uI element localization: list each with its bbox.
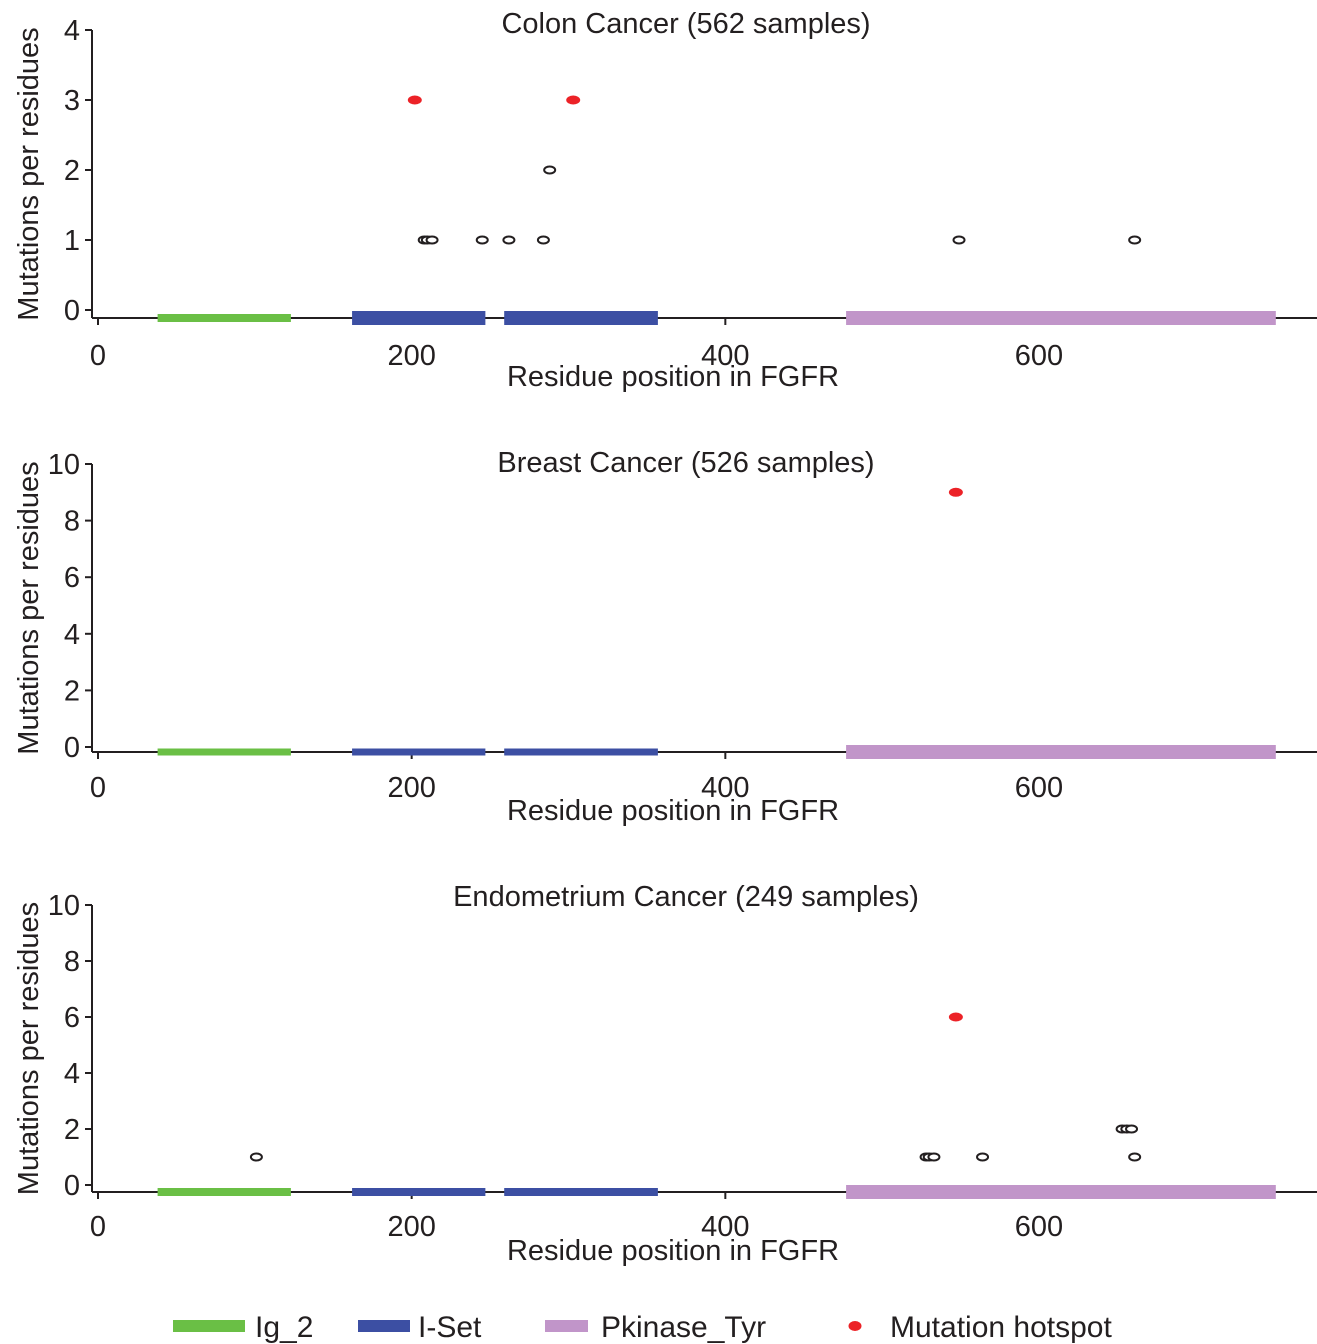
mutation-point — [475, 235, 489, 245]
legend-label: Mutation hotspot — [890, 1311, 1112, 1344]
domain-bar-ig-2 — [157, 314, 291, 322]
mutation-hotspot-point — [566, 95, 581, 105]
domain-bar-pkinase-tyr — [846, 745, 1276, 759]
domain-bar-ig-2 — [157, 748, 291, 756]
mutation-point — [536, 235, 550, 245]
mutation-hotspot-point — [948, 1012, 963, 1022]
panel-3: Endometrium Cancer (249 samples) 0 2 4 6 8 10 0… — [13, 881, 1317, 1267]
panel-title: Endometrium Cancer (249 samples) — [453, 881, 919, 913]
y-tick-label: 4 — [64, 1058, 80, 1090]
legend-swatch — [173, 1320, 245, 1332]
x-tick-label: 0 — [90, 1211, 106, 1243]
y-tick-label: 8 — [64, 506, 80, 538]
y-axis-label: Mutations per residues — [13, 27, 45, 320]
mutation-point — [1125, 1124, 1139, 1134]
y-tick-label: 0 — [64, 295, 80, 327]
domain-bar-i-set — [352, 748, 486, 756]
mutation-point — [249, 1152, 263, 1162]
x-tick-label: 600 — [1015, 772, 1063, 804]
domain-bar-pkinase-tyr — [846, 311, 1276, 325]
x-tick-label: 0 — [90, 340, 106, 372]
x-tick-label: 200 — [387, 772, 435, 804]
x-tick-label: 0 — [90, 772, 106, 804]
chart-legend: Ig_2 I-Set Pkinase_Tyr Mutation hotspot — [173, 1311, 1112, 1344]
y-tick-label: 6 — [64, 1002, 80, 1034]
mutation-point — [1128, 235, 1142, 245]
y-tick-label: 10 — [48, 890, 80, 922]
panel-title: Breast Cancer (526 samples) — [497, 447, 874, 479]
mutation-hotspot-point — [407, 95, 422, 105]
domain-bar-i-set — [504, 748, 658, 756]
domain-bar-i-set — [352, 311, 486, 325]
x-axis-label: Residue position in FGFR — [507, 1235, 839, 1267]
x-tick-label: 400 — [701, 340, 749, 372]
legend-label: Pkinase_Tyr — [601, 1311, 766, 1344]
y-tick-label: 6 — [64, 562, 80, 594]
y-tick-label: 2 — [64, 675, 80, 707]
y-tick-label: 1 — [64, 225, 80, 257]
y-tick-label: 2 — [64, 155, 80, 187]
mutation-point — [543, 165, 557, 175]
domain-bar-i-set — [504, 1188, 658, 1196]
y-axis-label: Mutations per residues — [13, 902, 45, 1195]
y-axis-label: Mutations per residues — [13, 461, 45, 754]
y-tick-label: 4 — [64, 15, 80, 47]
panel-title: Colon Cancer (562 samples) — [501, 8, 870, 40]
legend-swatch — [545, 1320, 588, 1332]
y-tick-label: 4 — [64, 619, 80, 651]
x-tick-label: 400 — [701, 772, 749, 804]
panel-1: Colon Cancer (562 samples) 0 1 2 3 4 0 200 400 60… — [13, 8, 1317, 393]
y-tick-label: 8 — [64, 946, 80, 978]
legend-item: I-Set — [358, 1311, 482, 1344]
domain-bar-i-set — [504, 311, 658, 325]
x-tick-label: 600 — [1015, 1211, 1063, 1243]
domain-bar-pkinase-tyr — [846, 1185, 1276, 1199]
y-tick-label: 2 — [64, 1114, 80, 1146]
legend-label: I-Set — [418, 1311, 482, 1344]
y-tick-label: 0 — [64, 1170, 80, 1202]
x-tick-label: 600 — [1015, 340, 1063, 372]
mutation-point — [976, 1152, 990, 1162]
mutation-point — [1128, 1152, 1142, 1162]
legend-item: Pkinase_Tyr — [545, 1311, 766, 1344]
y-tick-label: 10 — [48, 449, 80, 481]
mutation-point — [927, 1152, 941, 1162]
domain-bar-i-set — [352, 1188, 486, 1196]
legend-item: Mutation hotspot — [848, 1311, 1112, 1344]
legend-item: Ig_2 — [173, 1311, 313, 1344]
mutation-point — [952, 235, 966, 245]
x-axis-label: Residue position in FGFR — [507, 795, 839, 827]
legend-label: Ig_2 — [255, 1311, 313, 1344]
legend-swatch — [848, 1321, 862, 1331]
x-tick-label: 200 — [387, 1211, 435, 1243]
panel-2: Breast Cancer (526 samples) 0 2 4 6 8 10 0 200 40… — [13, 447, 1317, 827]
x-tick-label: 400 — [701, 1211, 749, 1243]
legend-swatch — [358, 1320, 410, 1332]
mutation-point — [502, 235, 516, 245]
domain-bar-ig-2 — [157, 1188, 291, 1196]
x-axis-label: Residue position in FGFR — [507, 361, 839, 393]
x-tick-label: 200 — [387, 340, 435, 372]
y-tick-label: 3 — [64, 85, 80, 117]
mutation-point — [425, 235, 439, 245]
y-tick-label: 0 — [64, 732, 80, 764]
mutation-hotspot-point — [948, 487, 963, 497]
